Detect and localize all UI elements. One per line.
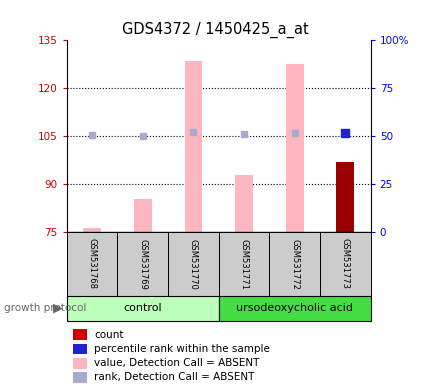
Text: GSM531772: GSM531772 bbox=[289, 238, 298, 290]
Bar bbox=[285, 64, 303, 232]
Bar bbox=[336, 162, 353, 232]
Text: count: count bbox=[94, 329, 123, 339]
Bar bbox=[134, 199, 151, 232]
Text: percentile rank within the sample: percentile rank within the sample bbox=[94, 344, 270, 354]
Text: rank, Detection Call = ABSENT: rank, Detection Call = ABSENT bbox=[94, 372, 254, 382]
Text: ursodeoxycholic acid: ursodeoxycholic acid bbox=[236, 303, 352, 313]
Bar bbox=[269, 232, 319, 296]
Text: GSM531771: GSM531771 bbox=[239, 238, 248, 290]
Text: GDS4372 / 1450425_a_at: GDS4372 / 1450425_a_at bbox=[122, 22, 308, 38]
Bar bbox=[235, 175, 252, 232]
Text: GSM531773: GSM531773 bbox=[340, 238, 349, 290]
Bar bbox=[168, 232, 218, 296]
Bar bbox=[67, 296, 218, 321]
Text: ▶: ▶ bbox=[53, 302, 63, 314]
Text: control: control bbox=[123, 303, 162, 313]
Text: GSM531768: GSM531768 bbox=[87, 238, 96, 290]
Bar bbox=[117, 232, 168, 296]
Bar bbox=[73, 372, 86, 383]
Text: GSM531770: GSM531770 bbox=[188, 238, 197, 290]
Bar bbox=[67, 232, 117, 296]
Bar bbox=[83, 227, 101, 232]
Text: growth protocol: growth protocol bbox=[4, 303, 86, 313]
Bar bbox=[73, 358, 86, 369]
Text: GSM531769: GSM531769 bbox=[138, 238, 147, 290]
Bar bbox=[319, 232, 370, 296]
Bar bbox=[184, 61, 202, 232]
Text: value, Detection Call = ABSENT: value, Detection Call = ABSENT bbox=[94, 358, 259, 368]
Bar bbox=[218, 232, 269, 296]
Bar bbox=[73, 344, 86, 354]
Bar bbox=[73, 329, 86, 340]
Bar bbox=[218, 296, 370, 321]
